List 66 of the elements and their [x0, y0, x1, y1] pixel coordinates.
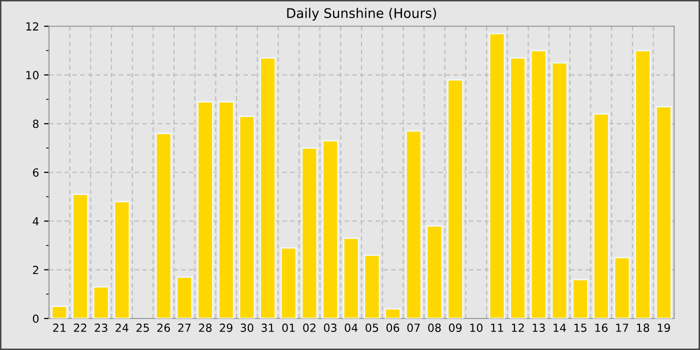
bar — [218, 101, 234, 318]
x-tick-label: 23 — [94, 324, 108, 332]
bar — [301, 147, 318, 318]
y-tick-label: 12 — [26, 22, 38, 30]
bar — [510, 57, 526, 318]
bar — [155, 132, 172, 318]
x-tick-label: 29 — [220, 324, 232, 332]
bar — [322, 140, 338, 318]
x-tick-label: 04 — [344, 324, 358, 332]
x-tick-label: 05 — [366, 324, 378, 332]
x-tick-label: 30 — [240, 324, 254, 332]
x-tick-label: 12 — [512, 324, 524, 332]
x-tick-label: 28 — [199, 324, 212, 332]
y-tick-label: 8 — [32, 120, 39, 128]
x-tick-label: 26 — [157, 324, 170, 332]
x-tick-label: 19 — [658, 324, 670, 332]
bar — [260, 57, 276, 318]
x-tick-label: 10 — [470, 324, 482, 332]
bar — [551, 62, 568, 318]
y-tick-label: 10 — [26, 70, 39, 80]
bar — [488, 32, 506, 318]
bar — [51, 306, 68, 318]
x-tick-label: 31 — [262, 324, 274, 332]
bar — [342, 237, 360, 318]
bar — [176, 276, 193, 318]
x-tick-label: 03 — [324, 324, 336, 332]
x-tick-label: 13 — [532, 324, 545, 332]
x-tick-label: 18 — [636, 324, 650, 332]
y-tick-label: 4 — [32, 217, 39, 226]
bar — [572, 278, 589, 318]
bar — [92, 286, 110, 318]
x-tick-label: 16 — [595, 324, 608, 332]
x-tick-label: 21 — [53, 324, 66, 332]
x-tick-label: 27 — [178, 324, 191, 332]
bar — [614, 256, 630, 318]
y-tick-label: 0 — [32, 314, 39, 323]
bar — [405, 130, 422, 318]
bar — [634, 50, 652, 318]
x-tick-label: 09 — [448, 324, 462, 332]
bar — [592, 113, 610, 318]
x-tick-label: 08 — [428, 324, 441, 332]
bar — [72, 194, 88, 318]
bar — [426, 225, 443, 318]
x-tick-label: 15 — [574, 324, 586, 332]
x-tick-label: 25 — [136, 324, 149, 332]
bar — [655, 106, 672, 318]
bar — [114, 200, 130, 318]
x-tick-label: 02 — [303, 324, 316, 332]
x-tick-label: 14 — [554, 324, 566, 332]
x-tick-label: 11 — [491, 324, 504, 332]
y-tick-label: 2 — [33, 266, 38, 274]
bar — [280, 247, 297, 318]
x-tick-label: 01 — [282, 324, 295, 332]
bar — [197, 101, 214, 318]
y-tick-label: 6 — [32, 168, 39, 177]
bar — [384, 308, 401, 318]
bar — [238, 116, 256, 318]
x-tick-label: 07 — [407, 324, 420, 332]
x-tick-label: 06 — [386, 324, 400, 332]
chart-title: Daily Sunshine (Hours) — [287, 8, 436, 21]
bar — [447, 79, 464, 318]
bar — [530, 50, 547, 318]
x-tick-label: 22 — [74, 324, 86, 332]
bar — [364, 254, 380, 318]
x-tick-label: 24 — [116, 324, 128, 332]
x-tick-label: 17 — [616, 324, 628, 332]
